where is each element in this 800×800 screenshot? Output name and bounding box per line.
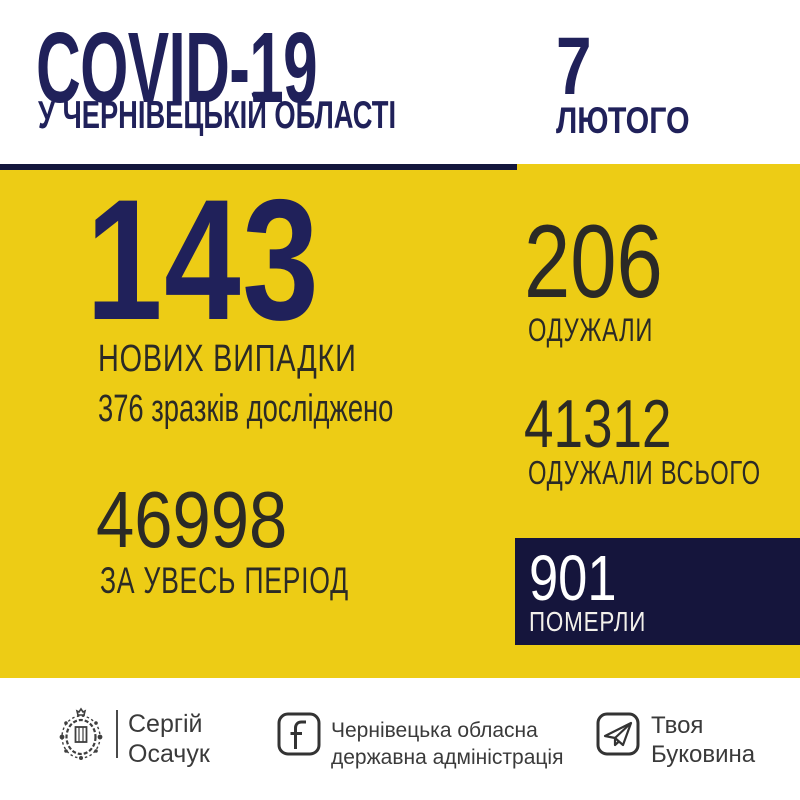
facebook-icon [277,712,321,756]
stat-new-cases-value: 143 [86,164,321,356]
facebook-label-line1: Чернівецька обласна [331,719,538,742]
stat-recovered-day-label: ОДУЖАЛИ [528,312,654,348]
stat-recovered-total-value: 41312 [524,386,672,462]
region-subtitle: У ЧЕРНІВЕЦЬКІЙ ОБЛАСТІ [38,94,397,137]
facebook-label: Чернівецька обласна державна адміністрац… [331,717,563,772]
footer: Сергій Осачук Чернівецька обласна держав… [0,678,800,800]
stat-cases-total-value: 46998 [96,475,288,564]
stat-recovered-day-value: 206 [524,204,663,320]
stat-deaths-value: 901 [529,542,617,614]
deaths-box: 901 ПОМЕРЛИ [515,538,800,645]
author-name: Сергій Осачук [128,710,210,769]
stats-section: 143 НОВИХ ВИПАДКИ 376 зразків досліджено… [0,164,800,678]
date-month: ЛЮТОГО [556,100,690,141]
coat-of-arms-icon [56,706,106,762]
stat-new-cases-label: НОВИХ ВИПАДКИ [98,338,357,380]
date-day: 7 [556,21,592,112]
paper-plane-icon [596,712,640,756]
stat-cases-total-label: ЗА УВЕСЬ ПЕРІОД [100,560,349,601]
facebook-label-line2: державна адміністрація [331,746,564,770]
telegram-label-line2: Буковина [651,740,756,768]
footer-divider [116,710,118,758]
author-name-line2: Осачук [128,739,210,768]
header-rule [0,164,517,170]
stat-samples-tested: 376 зразків досліджено [98,388,394,430]
stat-deaths-label: ПОМЕРЛИ [529,606,647,637]
telegram-label-line1: Твоя [651,712,704,739]
author-name-line1: Сергій [128,710,203,738]
header: COVID-19 У ЧЕРНІВЕЦЬКІЙ ОБЛАСТІ 7 ЛЮТОГО [0,0,800,164]
page-title: COVID-19 [36,12,318,124]
stat-recovered-total-label: ОДУЖАЛИ ВСЬОГО [528,454,761,491]
telegram-label: Твоя Буковина [651,712,755,770]
